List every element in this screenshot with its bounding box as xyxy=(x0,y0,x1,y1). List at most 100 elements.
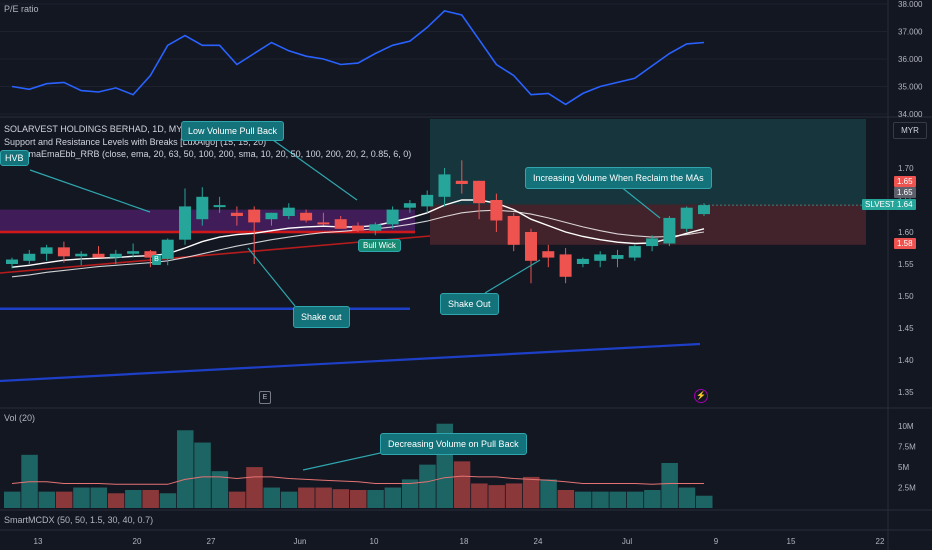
candle-body xyxy=(213,205,226,208)
volume-tick-label: 2.5M xyxy=(898,484,916,493)
volume-bar xyxy=(125,490,142,508)
candle-body xyxy=(438,174,451,197)
volume-bar xyxy=(263,487,280,508)
volume-bar xyxy=(401,479,419,508)
indicator-sr-label[interactable]: Support and Resistance Levels with Break… xyxy=(4,137,267,147)
volume-tick-label: 7.5M xyxy=(898,443,916,452)
volume-bar xyxy=(280,491,298,508)
price-tick-label: 1.50 xyxy=(898,292,914,301)
callout-pointer xyxy=(302,451,386,471)
callout-decreasing-volume[interactable]: Decreasing Volume on Pull Back xyxy=(380,433,527,455)
dividend-flash-icon[interactable]: ⚡ xyxy=(694,389,708,403)
time-tick-label: Jul xyxy=(622,537,632,546)
candle-body xyxy=(23,253,36,261)
callout-increasing-volume[interactable]: Increasing Volume When Reclaim the MAs xyxy=(525,167,712,189)
candle-body xyxy=(594,254,607,261)
candle-body xyxy=(421,194,434,207)
candle-body xyxy=(300,212,313,221)
volume-bar xyxy=(332,489,350,508)
buy-marker[interactable]: B xyxy=(152,255,161,265)
volume-bar xyxy=(350,490,367,508)
callout-pointer xyxy=(29,169,151,213)
price-tick-label: 1.35 xyxy=(898,388,914,397)
candle-body xyxy=(663,217,676,244)
time-tick-label: 27 xyxy=(207,537,216,546)
volume-bar xyxy=(505,483,523,508)
pe-ratio-line xyxy=(11,10,705,106)
callout-pointer xyxy=(272,139,358,201)
candle-body xyxy=(352,225,364,231)
time-tick-label: 10 xyxy=(370,537,379,546)
candle-body xyxy=(473,180,486,204)
candle-body xyxy=(75,253,88,257)
volume-bar xyxy=(384,487,402,508)
candle-body xyxy=(127,251,140,254)
price-tag-support: 1.58 xyxy=(894,238,916,249)
candle-body xyxy=(317,222,330,225)
ma200-line xyxy=(0,342,701,383)
candle-body xyxy=(334,219,347,229)
volume-bar xyxy=(177,430,194,508)
price-tag-prev: 1.65 xyxy=(894,187,916,198)
callout-shake-out-left[interactable]: Shake out xyxy=(293,306,350,328)
price-tag-last: 1.64 xyxy=(894,199,916,210)
volume-bar xyxy=(453,461,471,508)
callout-low-volume[interactable]: Low Volume Pull Back xyxy=(181,121,285,141)
volume-bar xyxy=(557,490,575,508)
callout-shake-out-right[interactable]: Shake Out xyxy=(440,293,499,315)
volume-bar xyxy=(488,485,505,508)
volume-bar xyxy=(90,487,107,508)
candle-body xyxy=(611,255,624,259)
candle-body xyxy=(525,232,537,261)
target-zone xyxy=(430,119,866,205)
candle-body xyxy=(92,253,105,258)
volume-bar xyxy=(107,493,125,508)
volume-bar xyxy=(609,491,626,508)
volume-bar xyxy=(159,493,177,508)
callout-hvb[interactable]: HVB xyxy=(0,150,29,166)
candle-body xyxy=(680,207,693,229)
smartmcdx-label[interactable]: SmartMCDX (50, 50, 1.5, 30, 40, 0.7) xyxy=(4,515,154,525)
volume-ma-line xyxy=(11,475,704,485)
volume-bar xyxy=(626,491,644,508)
time-tick-label: 20 xyxy=(133,537,142,546)
volume-bar xyxy=(4,491,21,508)
candle-body xyxy=(179,206,191,240)
callout-bull-wick[interactable]: Bull Wick xyxy=(358,239,401,252)
ticker-tag: SLVEST xyxy=(862,199,899,210)
volume-bar xyxy=(644,490,661,508)
price-tick-label: 1.55 xyxy=(898,260,914,269)
volume-pane-label[interactable]: Vol (20) xyxy=(4,413,36,423)
callout-pointer xyxy=(247,247,296,307)
time-tick-label: Jun xyxy=(294,537,307,546)
volume-bar xyxy=(419,464,436,508)
pe-tick-label: 36.000 xyxy=(898,55,923,64)
candle-body xyxy=(698,205,710,215)
candle-body xyxy=(646,238,659,247)
indicator-ma-label[interactable]: HighSmaEmaEbb_RRB (close, ema, 20, 63, 5… xyxy=(4,149,412,159)
symbol-title: SOLARVEST HOLDINGS BERHAD, 1D, MYX, Heik… xyxy=(4,124,238,134)
candle-body xyxy=(628,246,641,258)
currency-badge[interactable]: MYR xyxy=(893,122,927,139)
time-tick-label: 18 xyxy=(460,537,469,546)
price-tick-label: 1.45 xyxy=(898,324,914,333)
candle-body xyxy=(265,212,278,220)
candle-body xyxy=(6,259,18,264)
candle-body xyxy=(248,209,261,223)
candle-body xyxy=(542,251,555,258)
callout-pointer xyxy=(484,259,541,294)
earnings-badge[interactable]: E xyxy=(259,391,271,404)
candle-body xyxy=(230,212,243,216)
candle-body xyxy=(403,203,416,208)
candle-body xyxy=(57,247,70,257)
candle-body xyxy=(386,209,399,225)
volume-bar xyxy=(523,476,540,508)
volume-bar xyxy=(194,442,211,508)
candle-body xyxy=(369,224,382,231)
pe-tick-label: 37.000 xyxy=(898,28,923,37)
pe-tick-label: 35.000 xyxy=(898,83,923,92)
time-tick-label: 22 xyxy=(876,537,885,546)
volume-tick-label: 5M xyxy=(898,463,909,472)
